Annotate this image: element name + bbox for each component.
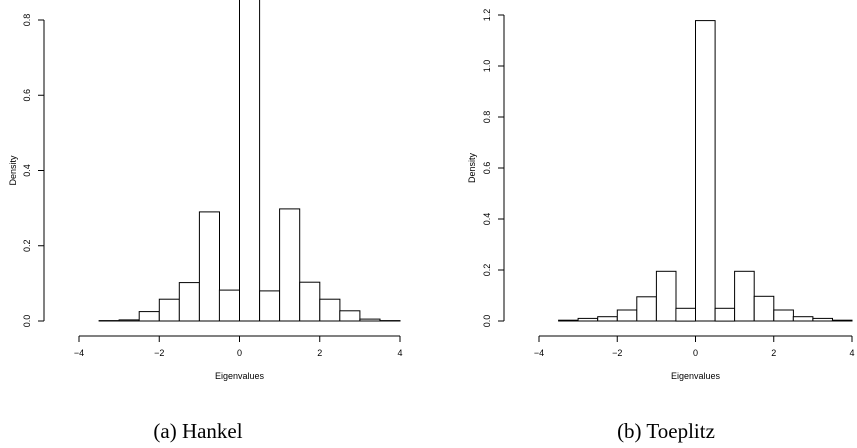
y-tick-label: 0.8: [22, 14, 32, 27]
x-axis-label: Eigenvalues: [671, 371, 721, 381]
y-tick-label: 0.0: [482, 315, 492, 328]
y-tick-label: 1.0: [482, 60, 492, 73]
y-tick-label: 0.4: [22, 164, 32, 177]
x-tick-label: 0: [693, 348, 698, 358]
x-tick-label: −2: [154, 348, 164, 358]
histogram-bar: [753, 295, 775, 322]
histogram-bar: [118, 319, 140, 322]
histogram-bar: [831, 319, 853, 322]
histogram-bar: [279, 208, 301, 322]
x-tick-label: 4: [849, 348, 854, 358]
y-axis-label: Density: [467, 152, 477, 183]
y-tick-label: 0.4: [482, 213, 492, 226]
x-tick-label: 2: [317, 348, 322, 358]
x-tick-label: −4: [74, 348, 84, 358]
histogram-bar: [259, 290, 281, 322]
y-tick-label: 0.6: [482, 162, 492, 175]
hankel-histogram: −4 −2 0 2 4 0.0 0.2 0.4 0.6 0.8 Eigenvalues Density…: [8, 0, 403, 443]
histogram-bar: [319, 298, 341, 322]
histogram-bar: [655, 270, 677, 322]
y-tick-label: 0.2: [22, 239, 32, 252]
y-tick-label: 0.6: [22, 89, 32, 102]
histogram-bar: [577, 317, 599, 322]
histogram-bar: [616, 309, 638, 322]
histogram-bar: [714, 307, 736, 322]
histogram-bar: [675, 307, 697, 322]
histogram-bar: [636, 296, 657, 322]
y-axis-label: Density: [8, 155, 18, 186]
histogram-bar: [198, 211, 220, 322]
histogram-bar: [695, 20, 716, 322]
y-tick-label: 0.8: [482, 111, 492, 124]
y-tick-label: 0.0: [22, 315, 32, 328]
histogram-bar: [138, 311, 160, 322]
y-tick-label: 0.2: [482, 264, 492, 277]
panel-caption: (b) Toeplitz: [617, 419, 715, 443]
toeplitz-histogram: −4 −2 0 2 4 0.0 0.2 0.4 0.6 0.8 1.0 1.2 Eigenvalues D…: [467, 9, 855, 443]
y-tick-label: 1.2: [482, 9, 492, 22]
histogram-bar: [339, 310, 361, 322]
x-axis-label: Eigenvalues: [215, 371, 265, 381]
histogram-bar: [734, 270, 755, 322]
histogram-bar: [299, 281, 321, 322]
histogram-bar: [597, 316, 618, 322]
histogram-bar: [558, 319, 579, 322]
x-tick-label: 0: [237, 348, 242, 358]
histogram-bar: [218, 289, 240, 322]
histogram-bar: [792, 316, 814, 322]
histogram-bar: [812, 317, 834, 322]
histogram-bar: [773, 309, 794, 322]
histogram-bar: [359, 318, 381, 322]
x-tick-label: −2: [612, 348, 622, 358]
x-tick-label: −4: [534, 348, 544, 358]
x-tick-label: 4: [397, 348, 402, 358]
histogram-bar: [239, 0, 261, 322]
panel-caption: (a) Hankel: [153, 419, 242, 443]
x-tick-label: 2: [771, 348, 776, 358]
histogram-bar: [178, 282, 200, 322]
histogram-bar: [158, 298, 180, 322]
